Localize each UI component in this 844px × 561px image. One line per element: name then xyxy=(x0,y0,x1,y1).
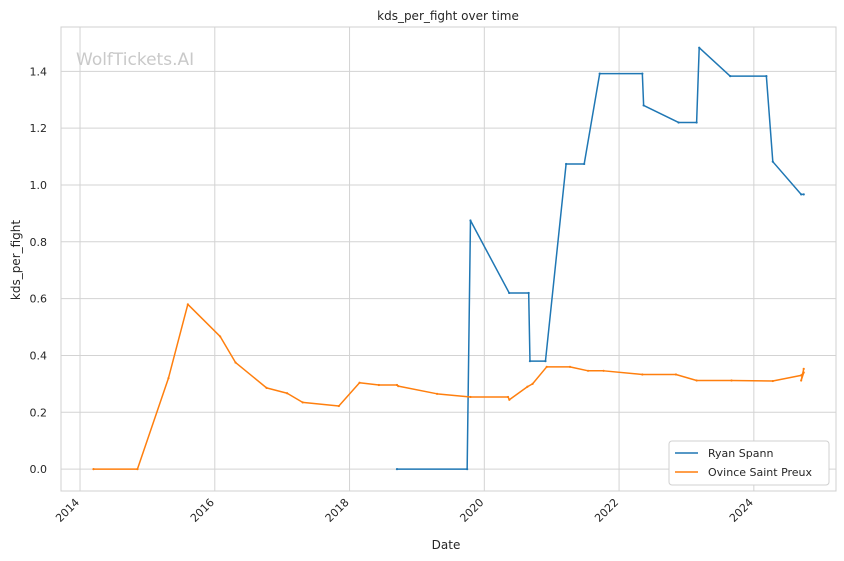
legend-label-0: Ryan Spann xyxy=(708,447,773,460)
series-point-1-29 xyxy=(800,374,803,377)
series-point-1-25 xyxy=(674,373,678,376)
legend-label-1: Ovince Saint Preux xyxy=(708,466,813,479)
series-point-0-17 xyxy=(771,160,774,163)
series-point-1-11 xyxy=(377,383,380,387)
series-point-1-19 xyxy=(531,382,534,385)
series-point-1-23 xyxy=(602,369,605,372)
grid-layer xyxy=(61,27,836,491)
series-point-1-32 xyxy=(802,367,805,370)
series-point-1-26 xyxy=(695,379,698,382)
y-axis-label: kds_per_fight xyxy=(9,220,23,301)
legend-box xyxy=(668,440,830,486)
series-point-1-14 xyxy=(435,392,439,395)
plot-area xyxy=(60,26,837,492)
series-points-0 xyxy=(395,46,805,471)
legend: Ryan Spann Ovince Saint Preux xyxy=(668,440,830,486)
series-point-1-27 xyxy=(730,379,733,382)
series-point-0-16 xyxy=(765,75,768,78)
series-points-1 xyxy=(92,303,805,471)
series-point-1-3 xyxy=(186,303,189,306)
series-point-0-9 xyxy=(598,72,601,75)
series-layer xyxy=(92,46,805,471)
series-point-0-10 xyxy=(641,72,644,75)
series-point-0-15 xyxy=(729,75,732,78)
series-point-0-8 xyxy=(583,162,586,166)
y-tick-label: 0.0 xyxy=(30,463,48,476)
series-point-1-0 xyxy=(92,468,95,471)
series-point-1-17 xyxy=(508,398,511,401)
series-point-1-10 xyxy=(358,381,361,384)
series-point-1-30 xyxy=(802,371,805,374)
series-point-1-1 xyxy=(136,468,139,471)
plot-background xyxy=(60,26,837,492)
series-point-1-22 xyxy=(586,369,590,372)
series-point-0-14 xyxy=(698,46,701,49)
series-point-1-15 xyxy=(469,395,472,399)
series-point-1-9 xyxy=(337,404,340,408)
series-point-1-5 xyxy=(234,361,237,364)
series-point-0-12 xyxy=(677,121,680,124)
watermark-text: WolfTickets.AI xyxy=(76,50,194,70)
series-point-0-6 xyxy=(544,360,547,363)
series-point-1-2 xyxy=(167,377,170,380)
series-point-1-16 xyxy=(506,395,510,399)
x-axis-label: Date xyxy=(432,538,461,552)
series-point-1-4 xyxy=(219,335,222,338)
y-tick-label: 0.2 xyxy=(30,406,48,419)
series-point-1-31 xyxy=(800,379,803,382)
series-point-1-13 xyxy=(397,385,400,388)
series-point-0-4 xyxy=(527,291,530,295)
series-point-0-5 xyxy=(528,360,532,363)
series-point-1-18 xyxy=(526,385,529,388)
series-point-0-18 xyxy=(800,193,803,196)
y-tick-label: 1.0 xyxy=(30,179,48,192)
series-point-0-3 xyxy=(508,291,511,295)
series-point-0-11 xyxy=(642,104,645,107)
series-point-1-8 xyxy=(301,401,304,404)
series-point-1-28 xyxy=(771,379,774,383)
y-tick-label: 0.8 xyxy=(30,236,48,249)
series-point-0-2 xyxy=(469,219,472,222)
series-point-0-13 xyxy=(695,121,698,124)
series-point-0-1 xyxy=(466,468,469,471)
series-point-1-7 xyxy=(286,392,289,395)
series-point-1-6 xyxy=(265,386,268,389)
series-point-0-7 xyxy=(565,162,568,166)
series-point-1-20 xyxy=(545,365,548,368)
series-line-0 xyxy=(396,46,805,470)
chart-title: kds_per_fight over time xyxy=(377,9,519,23)
series-point-1-21 xyxy=(568,365,572,368)
y-tick-label: 0.6 xyxy=(30,293,48,306)
y-tick-label: 0.4 xyxy=(30,349,48,362)
y-tick-label: 1.2 xyxy=(30,122,48,135)
y-axis: 0.0 0.2 0.4 0.6 0.8 1.0 1.2 1.4 xyxy=(30,65,48,476)
series-point-0-19 xyxy=(802,193,805,196)
y-tick-label: 1.4 xyxy=(30,65,48,78)
series-point-0-0 xyxy=(395,468,399,471)
series-point-1-24 xyxy=(641,373,644,376)
